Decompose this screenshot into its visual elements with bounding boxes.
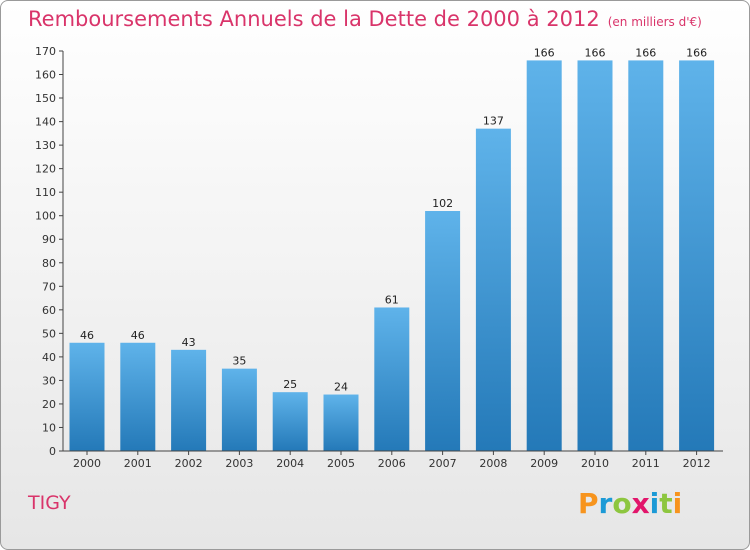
bar-value-label: 166	[686, 46, 707, 59]
y-tick-label: 120	[35, 163, 56, 176]
bar-2002	[171, 349, 207, 451]
logo-letter: i	[649, 487, 660, 520]
bar-value-label: 166	[585, 46, 606, 59]
bar-2009	[526, 60, 562, 451]
x-tick-label: 2003	[225, 457, 253, 470]
bar-2000	[69, 342, 105, 451]
y-tick-label: 0	[49, 445, 56, 458]
x-tick-label: 2009	[530, 457, 558, 470]
logo-letter: P	[578, 487, 599, 520]
y-tick-label: 70	[42, 280, 56, 293]
bar-value-label: 46	[131, 329, 145, 342]
bar-value-label: 24	[334, 381, 348, 394]
y-tick-label: 60	[42, 304, 56, 317]
bar-2004	[272, 392, 308, 451]
bar-2003	[221, 368, 257, 451]
y-tick-label: 50	[42, 327, 56, 340]
x-tick-label: 2012	[683, 457, 711, 470]
bar-2012	[679, 60, 715, 451]
x-tick-label: 2007	[429, 457, 457, 470]
logo-letter: i	[672, 487, 683, 520]
proxiti-logo: Proxiti	[578, 487, 682, 520]
unit-label: (en milliers d'€)	[607, 15, 702, 29]
logo-letter: x	[631, 487, 650, 520]
bar-value-label: 61	[385, 293, 399, 306]
x-tick-label: 2006	[378, 457, 406, 470]
y-tick-label: 150	[35, 92, 56, 105]
bar-2010	[577, 60, 613, 451]
chart-title-text: Remboursements Annuels de la Dette de 20…	[28, 7, 600, 31]
x-tick-label: 2008	[479, 457, 507, 470]
bar-value-label: 43	[182, 336, 196, 349]
bar-2007	[425, 211, 461, 451]
bar-value-label: 137	[483, 115, 504, 128]
y-tick-label: 20	[42, 398, 56, 411]
y-tick-label: 40	[42, 351, 56, 364]
logo-letter: r	[598, 487, 613, 520]
y-tick-label: 110	[35, 186, 56, 199]
y-tick-label: 170	[35, 45, 56, 58]
bar-2011	[628, 60, 664, 451]
x-tick-label: 2005	[327, 457, 355, 470]
x-tick-label: 2010	[581, 457, 609, 470]
bar-value-label: 46	[80, 329, 94, 342]
bar-value-label: 25	[283, 378, 297, 391]
bar-value-label: 102	[432, 197, 453, 210]
x-tick-label: 2011	[632, 457, 660, 470]
y-tick-label: 30	[42, 374, 56, 387]
bar-value-label: 35	[232, 355, 246, 368]
x-tick-label: 2000	[73, 457, 101, 470]
bar-2001	[120, 342, 156, 451]
logo-letter: t	[659, 487, 673, 520]
x-tick-label: 2002	[175, 457, 203, 470]
logo-letter: o	[612, 487, 632, 520]
y-tick-label: 100	[35, 210, 56, 223]
x-tick-label: 2004	[276, 457, 304, 470]
y-tick-label: 80	[42, 257, 56, 270]
y-tick-label: 160	[35, 69, 56, 82]
chart-title: Remboursements Annuels de la Dette de 20…	[28, 7, 702, 31]
bar-2006	[374, 307, 410, 451]
y-tick-label: 140	[35, 116, 56, 129]
y-tick-label: 130	[35, 139, 56, 152]
bar-value-label: 166	[635, 46, 656, 59]
bar-value-label: 166	[534, 46, 555, 59]
y-tick-label: 90	[42, 233, 56, 246]
x-tick-label: 2001	[124, 457, 152, 470]
commune-name: TIGY	[28, 492, 71, 514]
bar-2008	[475, 128, 511, 451]
y-tick-label: 10	[42, 421, 56, 434]
bar-2005	[323, 394, 359, 451]
